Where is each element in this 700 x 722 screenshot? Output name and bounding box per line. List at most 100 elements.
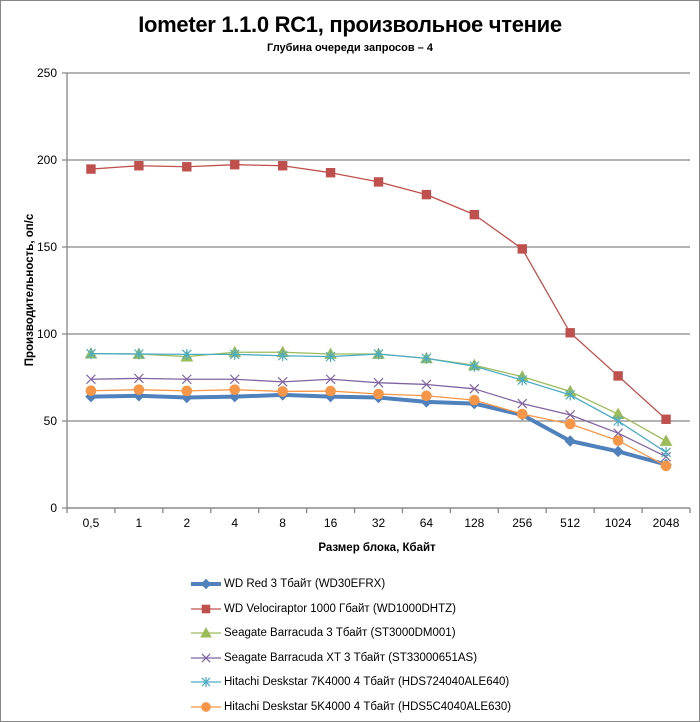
- data-point: [277, 161, 288, 171]
- series-line: [90, 164, 667, 420]
- legend-label: Hitachi Deskstar 7K4000 4 Тбайт (HDS7240…: [224, 676, 510, 689]
- data-point: [516, 408, 528, 420]
- x-tick-label: 128: [464, 516, 484, 530]
- data-point: [661, 414, 671, 424]
- legend-swatch: [191, 627, 221, 638]
- data-point: [229, 348, 240, 360]
- legend-label: WD Red 3 Тбайт (WD30EFRX): [224, 578, 386, 591]
- data-point: [421, 390, 432, 402]
- legend-label: Seagate Barracuda XT 3 Тбайт (ST33000651…: [224, 651, 478, 664]
- data-point: [564, 418, 576, 430]
- data-point: [565, 328, 575, 338]
- data-point: [277, 376, 288, 387]
- x-tick-label: 2: [183, 516, 190, 530]
- chart-subtitle: Глубина очереди запросов – 4: [267, 42, 433, 54]
- data-point: [277, 386, 288, 397]
- y-tick-label: 150: [37, 240, 57, 254]
- y-axis-label: Производительность, оп/с: [24, 213, 36, 366]
- data-point: [85, 385, 97, 397]
- legend-label: WD Velociraptor 1000 Гбайт (WD1000DHTZ): [224, 602, 456, 615]
- legend-label: Seagate Barracuda 3 Тбайт (ST3000DM001): [224, 627, 456, 640]
- data-point: [421, 352, 432, 364]
- x-tick-label: 512: [560, 516, 580, 530]
- data-point: [565, 409, 576, 420]
- data-point: [182, 162, 192, 172]
- legend-item: WD Velociraptor 1000 Гбайт (WD1000DHTZ): [190, 597, 511, 622]
- x-tick-label: 1024: [605, 516, 632, 530]
- x-tick-label: 1: [136, 516, 143, 530]
- data-point: [229, 374, 240, 385]
- legend-marker: [201, 604, 211, 614]
- x-axis-ticks: 0,5 1 2 4 8 16 32 64 128 256 512 1024 2048: [66, 508, 691, 530]
- data-point: [613, 371, 623, 381]
- data-point: [373, 388, 384, 400]
- legend-item: WD Red 3 Тбайт (WD30EFRX): [190, 572, 511, 597]
- data-point: [134, 161, 144, 171]
- y-tick-label: 250: [37, 66, 57, 80]
- data-point: [181, 374, 192, 385]
- y-tick-label: 50: [44, 414, 58, 428]
- data-point: [421, 189, 432, 200]
- legend-swatch: [191, 653, 221, 663]
- series-4: [86, 348, 671, 458]
- x-tick-label: 2048: [653, 516, 680, 530]
- data-point: [133, 384, 145, 395]
- data-point: [517, 374, 528, 386]
- data-point: [469, 394, 480, 406]
- legend-marker: [201, 653, 211, 663]
- x-tick-label: 32: [372, 516, 386, 530]
- data-point: [325, 385, 336, 397]
- legend-marker: [200, 579, 212, 590]
- series-group: [84, 159, 673, 472]
- series-1: [86, 159, 671, 424]
- data-point: [325, 168, 336, 178]
- legend-item: Seagate Barracuda 3 Тбайт (ST3000DM001): [190, 621, 511, 646]
- data-point: [660, 460, 672, 472]
- y-tick-label: 100: [37, 327, 57, 341]
- legend-item: Seagate Barracuda XT 3 Тбайт (ST33000651…: [190, 646, 511, 671]
- legend: WD Red 3 Тбайт (WD30EFRX) WD Velociraptor…: [190, 572, 511, 719]
- data-point: [613, 428, 624, 439]
- y-axis-ticks: 0 50 100 150 200 250: [37, 66, 57, 515]
- data-point: [230, 159, 240, 170]
- data-point: [373, 377, 384, 388]
- data-point: [86, 164, 96, 174]
- x-tick-label: 8: [279, 516, 286, 530]
- data-point: [469, 209, 480, 220]
- data-point: [181, 385, 193, 397]
- data-point: [229, 384, 241, 395]
- x-tick-label: 0,5: [83, 516, 100, 530]
- legend-label: Hitachi Deskstar 5K4000 4 Тбайт (HDS5C40…: [224, 700, 512, 713]
- x-axis-label: Размер блока, Кбайт: [318, 542, 436, 554]
- data-point: [661, 446, 671, 458]
- data-point: [325, 351, 336, 363]
- data-point: [517, 244, 527, 254]
- chart-title: Iometer 1.1.0 RC1, произвольное чтение: [138, 12, 562, 37]
- data-point: [612, 445, 624, 458]
- legend-marker: [201, 701, 211, 712]
- legend-swatch: [191, 579, 221, 590]
- y-tick-label: 200: [37, 153, 57, 167]
- x-tick-label: 16: [324, 516, 338, 530]
- data-point: [373, 348, 384, 360]
- x-tick-label: 256: [512, 516, 532, 530]
- data-point: [469, 383, 480, 394]
- data-point: [325, 374, 336, 385]
- data-point: [133, 373, 144, 384]
- data-point: [181, 348, 192, 360]
- data-point: [277, 350, 288, 362]
- data-point: [421, 379, 432, 390]
- data-point: [659, 434, 673, 446]
- gridlines: [62, 72, 690, 509]
- legend-item: Hitachi Deskstar 5K4000 4 Тбайт (HDS5C40…: [190, 695, 511, 720]
- y-tick-label: 0: [50, 501, 57, 515]
- legend-swatch: [191, 604, 221, 614]
- data-point: [133, 348, 144, 360]
- data-point: [613, 415, 624, 427]
- series-line: [90, 392, 667, 467]
- legend-marker: [200, 627, 212, 638]
- data-point: [86, 374, 96, 385]
- series-5: [85, 384, 672, 472]
- data-point: [612, 435, 624, 446]
